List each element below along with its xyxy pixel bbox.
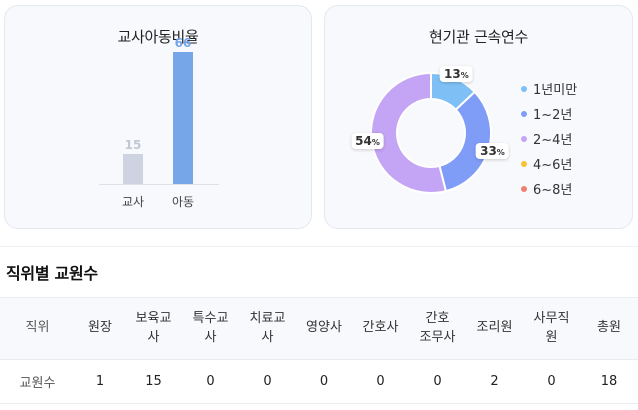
teacher-child-ratio-card: 교사아동비율 15 교사 66 아동 [4,5,312,229]
percent-value: 54 [355,134,372,149]
ratio-card-title: 교사아동비율 [117,28,199,46]
table-header-cell: 총원 [580,297,638,360]
donut-slice-1~2년 [438,90,492,193]
percent-value: 13 [444,67,461,82]
legend-item[interactable]: 4~6년 [521,151,577,176]
tenure-donut-chart [370,71,492,194]
donut-slice-2~4년 [370,71,448,194]
legend-dot-icon [521,185,527,192]
header-text: 총원 [597,320,621,336]
table-cell: 18 [580,359,638,404]
bar-아동 [173,52,193,184]
tenure-legend: 1년미만 1~2년 2~4년 4~6년 6~8년 [521,76,577,201]
tenure-card: 현기관 근속연수 13% 33% 54% 1년미만 1~2년 2~4년 4~6년 6~8년 [324,5,633,229]
table-cell: 0 [523,359,580,404]
staff-by-position-table: 직위 원장 보육교 사 특수교 사 치료교 사 영양사 간호사 간호 조무사 조리원 사무직 원 총원 교원수… [0,297,638,404]
table-header-cell: 영양사 [296,297,352,360]
table-header-cell: 조리원 [466,297,523,360]
staff-section-title: 직위별 교원수 [6,264,98,283]
table-cell: 교원수 [0,359,75,404]
bar-category-label: 아동 [172,195,194,209]
header-text: 사 [261,329,274,345]
header-text: 사 [204,329,217,345]
percent-value: 33 [480,143,497,158]
header-text: 영양사 [306,320,342,336]
legend-dot-icon [521,135,527,142]
header-text: 치료교 [249,310,286,326]
legend-dot-icon [521,85,527,92]
table-cell: 15 [125,359,182,404]
legend-item[interactable]: 1년미만 [521,76,577,101]
legend-item[interactable]: 1~2년 [521,101,577,126]
ratio-bar-chart: 15 교사 66 아동 [99,36,219,209]
table-cell: 0 [182,359,239,404]
table-cell: 0 [296,359,352,404]
table-header-cell: 간호사 [352,297,409,360]
legend-label: 1~2년 [533,108,573,123]
legend-label: 6~8년 [533,183,573,198]
legend-dot-icon [521,160,527,167]
header-text: 원장 [88,320,112,336]
table-header-cell: 원장 [75,297,125,360]
legend-label: 1년미만 [533,83,578,98]
header-text: 보육교 [135,310,172,326]
tenure-card-title: 현기관 근속연수 [429,28,528,46]
header-text: 사 [147,329,160,345]
section-divider [0,246,638,247]
legend-item[interactable]: 2~4년 [521,126,577,151]
donut-percent-label: 54% [351,133,384,150]
table-header-row: 직위 원장 보육교 사 특수교 사 치료교 사 영양사 간호사 간호 조무사 조리원 사무직 원 총원 [0,297,638,360]
legend-label: 4~6년 [533,158,573,173]
table-cell: 0 [409,359,466,404]
legend-item[interactable]: 6~8년 [521,176,577,201]
legend-label: 2~4년 [533,133,573,148]
legend-dot-icon [521,110,527,117]
header-text: 특수교 [192,310,229,326]
table-cell: 0 [352,359,409,404]
bar-value-label: 15 [125,138,142,152]
percent-sign: % [460,71,469,81]
donut-percent-label: 13% [440,66,473,83]
donut-percent-label: 33% [476,142,509,159]
percent-sign: % [496,147,505,157]
header-text: 사무직 [533,310,570,326]
table-cell: 1 [75,359,125,404]
bar-교사 [123,154,143,184]
percent-sign: % [371,138,380,148]
header-text: 직위 [25,320,50,336]
header-text: 조무사 [419,329,456,345]
table-row: 교원수 1 15 0 0 0 0 0 2 0 18 [0,359,638,404]
header-text: 간호 [425,310,450,326]
table-cell: 2 [466,359,523,404]
table-cell: 0 [239,359,296,404]
header-text: 조리원 [476,320,513,336]
bar-category-label: 교사 [122,195,144,209]
header-text: 간호사 [362,320,399,336]
bar-value-label: 66 [175,36,192,50]
table-header-cell: 직위 [0,297,75,360]
header-text: 원 [545,329,558,345]
